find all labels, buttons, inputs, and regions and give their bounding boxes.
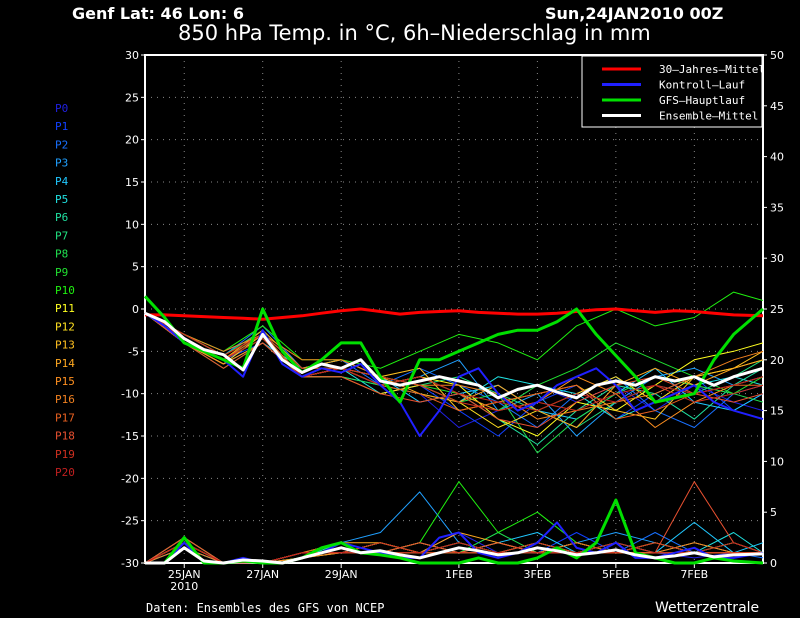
y-tick-label-right: 40 (770, 151, 784, 164)
legend-label: Kontroll–Lauf (659, 79, 745, 92)
member-label-p18: P18 (55, 430, 75, 443)
y-tick-label-right: 25 (770, 303, 784, 316)
y-tick-label-right: 15 (770, 405, 784, 418)
legend: 30–Jahres–Mittel Kontroll–Lauf GFS–Hauptla… (581, 55, 765, 128)
climate-mean-line (145, 307, 764, 321)
member-temp-line-p7 (144, 312, 764, 428)
member-temp-line-p15 (144, 312, 764, 428)
member-label-p11: P11 (55, 302, 75, 315)
brand-label: Wetterzentrale (655, 600, 759, 616)
y-tick-label-left: -25 (121, 515, 139, 528)
x-tick-sublabel: 2010 (170, 580, 198, 593)
y-tick-label-left: -20 (121, 472, 139, 485)
member-label-p4: P4 (55, 175, 69, 188)
member-label-p13: P13 (55, 339, 75, 352)
member-temp-line-p12 (144, 312, 764, 428)
member-label-p2: P2 (55, 138, 68, 151)
x-tick-label: 1FEB (445, 568, 473, 581)
member-label-p6: P6 (55, 211, 68, 224)
y-tick-label-left: 15 (125, 176, 139, 189)
member-label-p10: P10 (55, 284, 75, 297)
y-tick-label-left: 0 (132, 303, 139, 316)
control-run-line (144, 312, 764, 437)
y-tick-label-right: 10 (770, 455, 784, 468)
member-temp-line-p2 (144, 312, 764, 428)
plot-frame (144, 54, 764, 564)
y-tick-label-right: 5 (770, 506, 777, 519)
y-tick-label-left: 20 (125, 134, 139, 147)
member-label-p7: P7 (55, 229, 68, 242)
member-precip-line-p18 (144, 481, 764, 564)
x-tick-label: 27JAN (246, 568, 279, 581)
member-label-p19: P19 (55, 448, 75, 461)
member-temp-line-p19 (144, 312, 764, 412)
y-tick-label-right: 30 (770, 252, 784, 265)
x-tick-label: 3FEB (523, 568, 551, 581)
y-tick-label-right: 45 (770, 100, 784, 113)
x-tick-label: 5FEB (602, 568, 630, 581)
y-tick-label-right: 50 (770, 49, 784, 62)
member-label-p9: P9 (55, 266, 68, 279)
plot-area (143, 291, 764, 565)
ensemble-precip-line (145, 546, 764, 565)
member-label-p17: P17 (55, 411, 75, 424)
member-label-p20: P20 (55, 466, 75, 479)
member-label-p14: P14 (55, 357, 75, 370)
y-tick-label-right: 20 (770, 354, 784, 367)
x-tick-label: 25JAN (168, 568, 201, 581)
run-label: Sun,24JAN2010 00Z (545, 4, 723, 23)
x-tick-label: 7FEB (680, 568, 708, 581)
y-tick-label-left: 25 (125, 91, 139, 104)
y-tick-label-left: 10 (125, 218, 139, 231)
axes: 302520151050-5-10-15-20-25-3050454035302… (121, 49, 784, 593)
member-label-p3: P3 (55, 157, 68, 170)
grid (145, 55, 763, 563)
member-temp-line-p0 (144, 312, 764, 428)
member-label-p0: P0 (55, 102, 68, 115)
member-temp-line-p18 (144, 312, 764, 428)
y-tick-label-right: 0 (770, 557, 777, 570)
source-label: Daten: Ensembles des GFS von NCEP (146, 601, 384, 615)
legend-label: 30–Jahres–Mittel (659, 63, 765, 76)
member-label-p16: P16 (55, 393, 75, 406)
y-tick-label-left: -15 (121, 430, 139, 443)
y-tick-label-left: -5 (128, 345, 139, 358)
member-temp-line-p17 (144, 312, 763, 420)
member-temp-line-p14 (144, 312, 764, 428)
member-precip-line-p10 (144, 481, 763, 564)
member-label-p8: P8 (55, 248, 68, 261)
members-legend: P0 P1 P2 P3 P4 P5 P6 P7 P8 P9 P10 P11 P12 P13 P14 P15 P1… (55, 102, 75, 479)
member-label-p15: P15 (55, 375, 75, 388)
x-tick-label: 29JAN (325, 568, 358, 581)
y-tick-label-right: 35 (770, 201, 784, 214)
gfs-main-run-line (143, 295, 764, 404)
y-tick-label-left: 5 (132, 261, 139, 274)
chart-title: 850 hPa Temp. in °C, 6h–Niederschlag in … (178, 21, 651, 45)
ensemble-mean-line (144, 311, 764, 400)
member-label-p12: P12 (55, 320, 75, 333)
member-label-p5: P5 (55, 193, 68, 206)
y-tick-label-left: 30 (125, 49, 139, 62)
member-label-p1: P1 (55, 120, 68, 133)
y-tick-label-left: -10 (121, 388, 139, 401)
legend-label: Ensemble–Mittel (659, 110, 758, 123)
y-tick-label-left: -30 (121, 557, 139, 570)
location-label: Genf Lat: 46 Lon: 6 (72, 4, 244, 23)
member-temp-line-p10 (144, 291, 764, 369)
legend-label: GFS–Hauptlauf (659, 94, 745, 107)
